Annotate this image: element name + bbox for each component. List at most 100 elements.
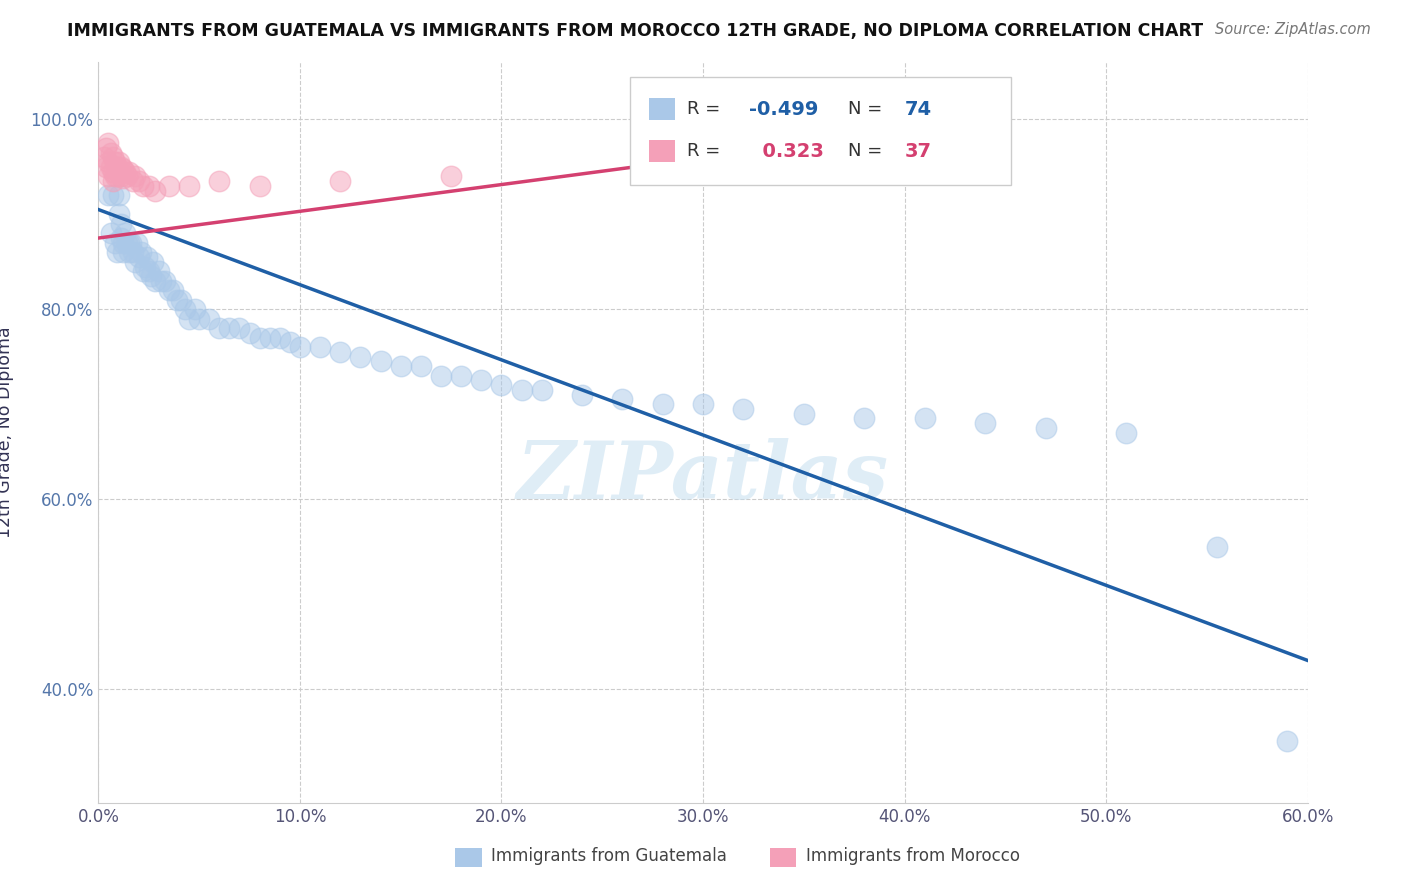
Point	[491, 378, 513, 392]
Point	[914, 411, 936, 425]
Point	[853, 411, 876, 425]
Text: Source: ZipAtlas.com: Source: ZipAtlas.com	[1215, 22, 1371, 37]
Point	[733, 401, 755, 416]
Point	[100, 145, 122, 160]
Point	[157, 283, 180, 297]
Point	[107, 155, 129, 169]
Text: R =: R =	[688, 100, 727, 118]
Point	[110, 160, 132, 174]
Point	[110, 169, 132, 184]
Bar	[648, 98, 675, 120]
Point	[103, 155, 125, 169]
Point	[128, 250, 150, 264]
Point	[101, 188, 124, 202]
Point	[96, 141, 118, 155]
Point	[1206, 540, 1229, 554]
Point	[107, 188, 129, 202]
Text: 37: 37	[905, 142, 932, 161]
Text: 74: 74	[905, 100, 932, 119]
Point	[96, 160, 118, 174]
Point	[134, 260, 156, 274]
Point	[162, 283, 184, 297]
Point	[97, 136, 120, 150]
Bar	[648, 140, 675, 162]
Point	[107, 207, 129, 221]
Point	[139, 268, 162, 283]
Point	[110, 217, 132, 231]
Point	[97, 188, 120, 202]
Y-axis label: 12th Grade, No Diploma: 12th Grade, No Diploma	[0, 326, 14, 539]
Point	[111, 245, 134, 260]
Point	[389, 359, 412, 374]
Point	[174, 302, 197, 317]
Point	[142, 254, 165, 268]
Point	[157, 178, 180, 193]
Text: IMMIGRANTS FROM GUATEMALA VS IMMIGRANTS FROM MOROCCO 12TH GRADE, NO DIPLOMA CORR: IMMIGRANTS FROM GUATEMALA VS IMMIGRANTS …	[67, 22, 1204, 40]
Point	[430, 368, 453, 383]
Point	[103, 235, 125, 250]
Text: Immigrants from Morocco: Immigrants from Morocco	[806, 847, 1019, 865]
Point	[440, 169, 463, 184]
Point	[269, 331, 291, 345]
Point	[97, 155, 120, 169]
Point	[111, 235, 134, 250]
Point	[1115, 425, 1137, 440]
Point	[111, 171, 134, 186]
Point	[218, 321, 240, 335]
Point	[105, 160, 128, 174]
Point	[249, 178, 271, 193]
Point	[129, 245, 152, 260]
Point	[114, 164, 136, 178]
Point	[143, 274, 166, 288]
Point	[138, 264, 160, 278]
Point	[1277, 734, 1299, 748]
Point	[239, 326, 262, 340]
Point	[100, 227, 122, 241]
Point	[179, 311, 201, 326]
Point	[166, 293, 188, 307]
Point	[100, 160, 122, 174]
Point	[125, 235, 148, 250]
Point	[278, 335, 301, 350]
Text: ZIPatlas: ZIPatlas	[517, 438, 889, 516]
Point	[107, 164, 129, 178]
Point	[105, 245, 128, 260]
Point	[510, 383, 533, 397]
Point	[128, 174, 150, 188]
Point	[110, 231, 132, 245]
Point	[101, 150, 124, 164]
Point	[1035, 421, 1057, 435]
Point	[184, 302, 207, 317]
Point	[114, 227, 136, 241]
Text: R =: R =	[688, 143, 727, 161]
Point	[118, 235, 141, 250]
Point	[612, 392, 634, 407]
Point	[124, 169, 146, 184]
Point	[132, 264, 155, 278]
Point	[470, 373, 492, 387]
Point	[259, 331, 281, 345]
Point	[148, 264, 170, 278]
Point	[97, 169, 120, 184]
Point	[121, 174, 143, 188]
Point	[132, 178, 155, 193]
Point	[120, 235, 142, 250]
Bar	[456, 848, 482, 867]
Text: N =: N =	[848, 143, 889, 161]
Point	[101, 174, 124, 188]
Point	[149, 274, 172, 288]
Point	[651, 397, 673, 411]
Point	[370, 354, 392, 368]
Point	[111, 161, 134, 176]
Point	[138, 178, 160, 193]
Point	[143, 184, 166, 198]
Point	[793, 407, 815, 421]
Point	[571, 387, 593, 401]
Point	[118, 164, 141, 178]
Text: N =: N =	[848, 100, 889, 118]
Point	[153, 274, 176, 288]
Point	[208, 174, 231, 188]
Point	[105, 169, 128, 184]
Point	[228, 321, 250, 335]
Text: Immigrants from Guatemala: Immigrants from Guatemala	[492, 847, 727, 865]
